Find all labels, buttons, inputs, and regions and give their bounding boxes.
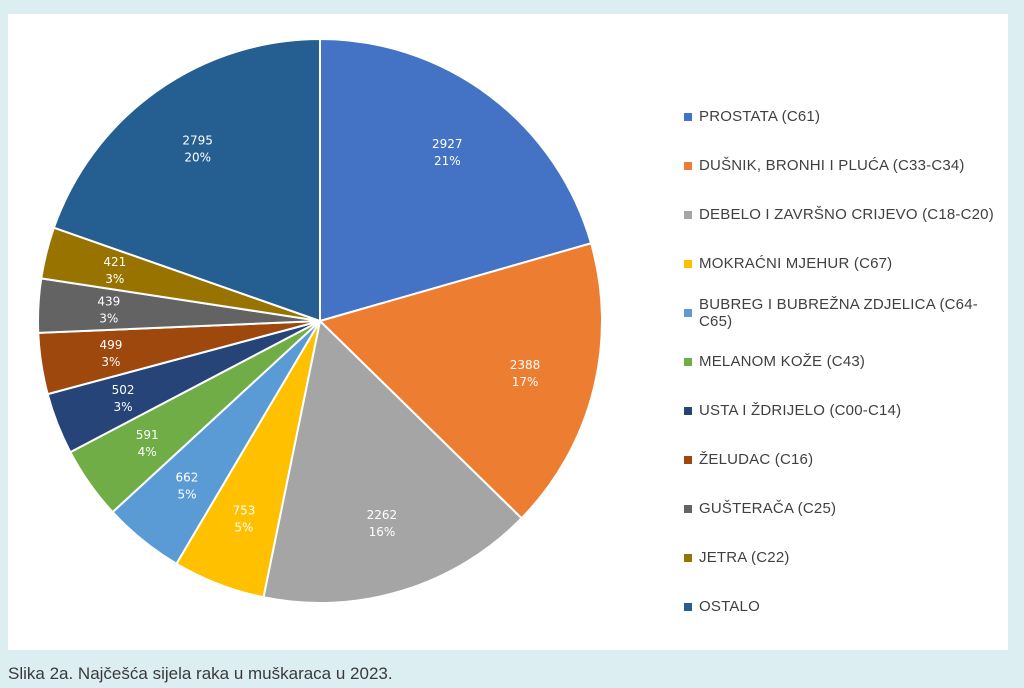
legend-label: JETRA (C22): [699, 549, 790, 566]
legend-swatch: [684, 112, 692, 121]
data-label-value: 662: [176, 470, 199, 484]
pie-slice-dusnik-bronhi-i-pluca-c33-c34: [318, 242, 603, 520]
chart-legend: PROSTATA (C61) DUŠNIK, BRONHI I PLUĆA (C3…: [684, 92, 1008, 631]
chart-frame: 2927 21% 2388 17% 2262 16% 753 5% 662 5% 591 4% 502 3…: [8, 14, 1008, 650]
legend-item-jetra-c22: JETRA (C22): [684, 533, 1008, 582]
pie-slice-debelo-i-zavrsno-crijevo-c18-c20: [262, 319, 523, 604]
pie-chart: 292721%238817%226216%7535%6625%5914%5023…: [37, 37, 603, 604]
data-label-value: 2388: [510, 358, 541, 372]
data-label-value: 2262: [367, 508, 398, 522]
legend-swatch: [684, 455, 692, 464]
legend-swatch: [684, 553, 692, 562]
legend-item-prostata-c61: PROSTATA (C61): [684, 92, 1008, 141]
legend-label: BUBREG I BUBREŽNA ZDJELICA (C64-C65): [699, 295, 978, 330]
legend-item-debelo-i-zavrsno-crijevo-c18-c20: DEBELO I ZAVRŠNO CRIJEVO (C18-C20): [684, 190, 1008, 239]
legend-swatch: [684, 357, 692, 366]
data-label-value: 421: [103, 255, 126, 269]
legend-item-mokracni-mjehur-c67: MOKRAĆNI MJEHUR (C67): [684, 239, 1008, 288]
data-label-percent: 17%: [512, 375, 539, 389]
data-label-value: 439: [97, 294, 120, 308]
legend-swatch: [684, 259, 692, 268]
data-label-value: 753: [232, 503, 255, 517]
legend-label: GUŠTERAČA (C25): [699, 500, 837, 517]
legend-label: MELANOM KOŽE (C43): [699, 353, 866, 370]
data-label-percent: 3%: [99, 311, 118, 325]
data-label-percent: 3%: [114, 400, 133, 414]
data-label-value: 591: [136, 428, 159, 442]
data-label-percent: 5%: [234, 520, 253, 534]
data-label-percent: 21%: [434, 154, 461, 168]
legend-label: MOKRAĆNI MJEHUR (C67): [699, 255, 893, 272]
legend-label: OSTALO: [699, 598, 760, 615]
data-label: 2795 20%: [182, 133, 213, 164]
pie-slice-ostalo: [52, 37, 321, 323]
legend-item-dusnik-bronhi-i-pluca-c33-c34: DUŠNIK, BRONHI I PLUĆA (C33-C34): [684, 141, 1008, 190]
legend-item-gusteraca-c25: GUŠTERAČA (C25): [684, 484, 1008, 533]
data-label-percent: 5%: [177, 487, 196, 501]
data-label-percent: 20%: [184, 150, 211, 164]
data-label-percent: 3%: [101, 355, 120, 369]
legend-item-usta-i-zdrijelo-c00-c14: USTA I ŽDRIJELO (C00-C14): [684, 386, 1008, 435]
data-label-value: 2795: [182, 133, 213, 147]
legend-label: USTA I ŽDRIJELO (C00-C14): [699, 402, 902, 419]
data-label-value: 2927: [432, 137, 463, 151]
data-label: 2262 16%: [367, 508, 398, 539]
data-label-value: 499: [99, 338, 122, 352]
legend-label: ŽELUDAC (C16): [699, 451, 814, 468]
legend-swatch: [684, 210, 692, 219]
legend-swatch: [684, 602, 692, 611]
legend-swatch: [684, 161, 692, 170]
data-label-percent: 3%: [105, 272, 124, 286]
legend-item-melanom-koze-c43: MELANOM KOŽE (C43): [684, 337, 1008, 386]
legend-label: DEBELO I ZAVRŠNO CRIJEVO (C18-C20): [699, 206, 994, 223]
data-label: 2388 17%: [510, 358, 541, 389]
data-label-percent: 16%: [369, 525, 396, 539]
legend-swatch: [684, 504, 692, 513]
legend-label: DUŠNIK, BRONHI I PLUĆA (C33-C34): [699, 157, 965, 174]
data-label-value: 502: [112, 383, 135, 397]
pie-slice-prostata-c61: [319, 37, 593, 323]
legend-swatch: [684, 406, 692, 415]
figure-caption: Slika 2a. Najčešća sijela raka u muškara…: [8, 664, 393, 683]
legend-swatch: [684, 308, 692, 317]
legend-item-bubreg-i-bubrezna-zdjelica-c64-c65: BUBREG I BUBREŽNA ZDJELICA (C64-C65): [684, 288, 1008, 337]
slice-labels: 292721%238817%226216%7535%6625%5914%5023…: [97, 133, 540, 539]
legend-item-ostalo: OSTALO: [684, 582, 1008, 631]
legend-item-zeludac-c16: ŽELUDAC (C16): [684, 435, 1008, 484]
data-label: 2927 21%: [432, 137, 463, 168]
legend-label: PROSTATA (C61): [699, 108, 821, 125]
data-label-percent: 4%: [138, 445, 157, 459]
